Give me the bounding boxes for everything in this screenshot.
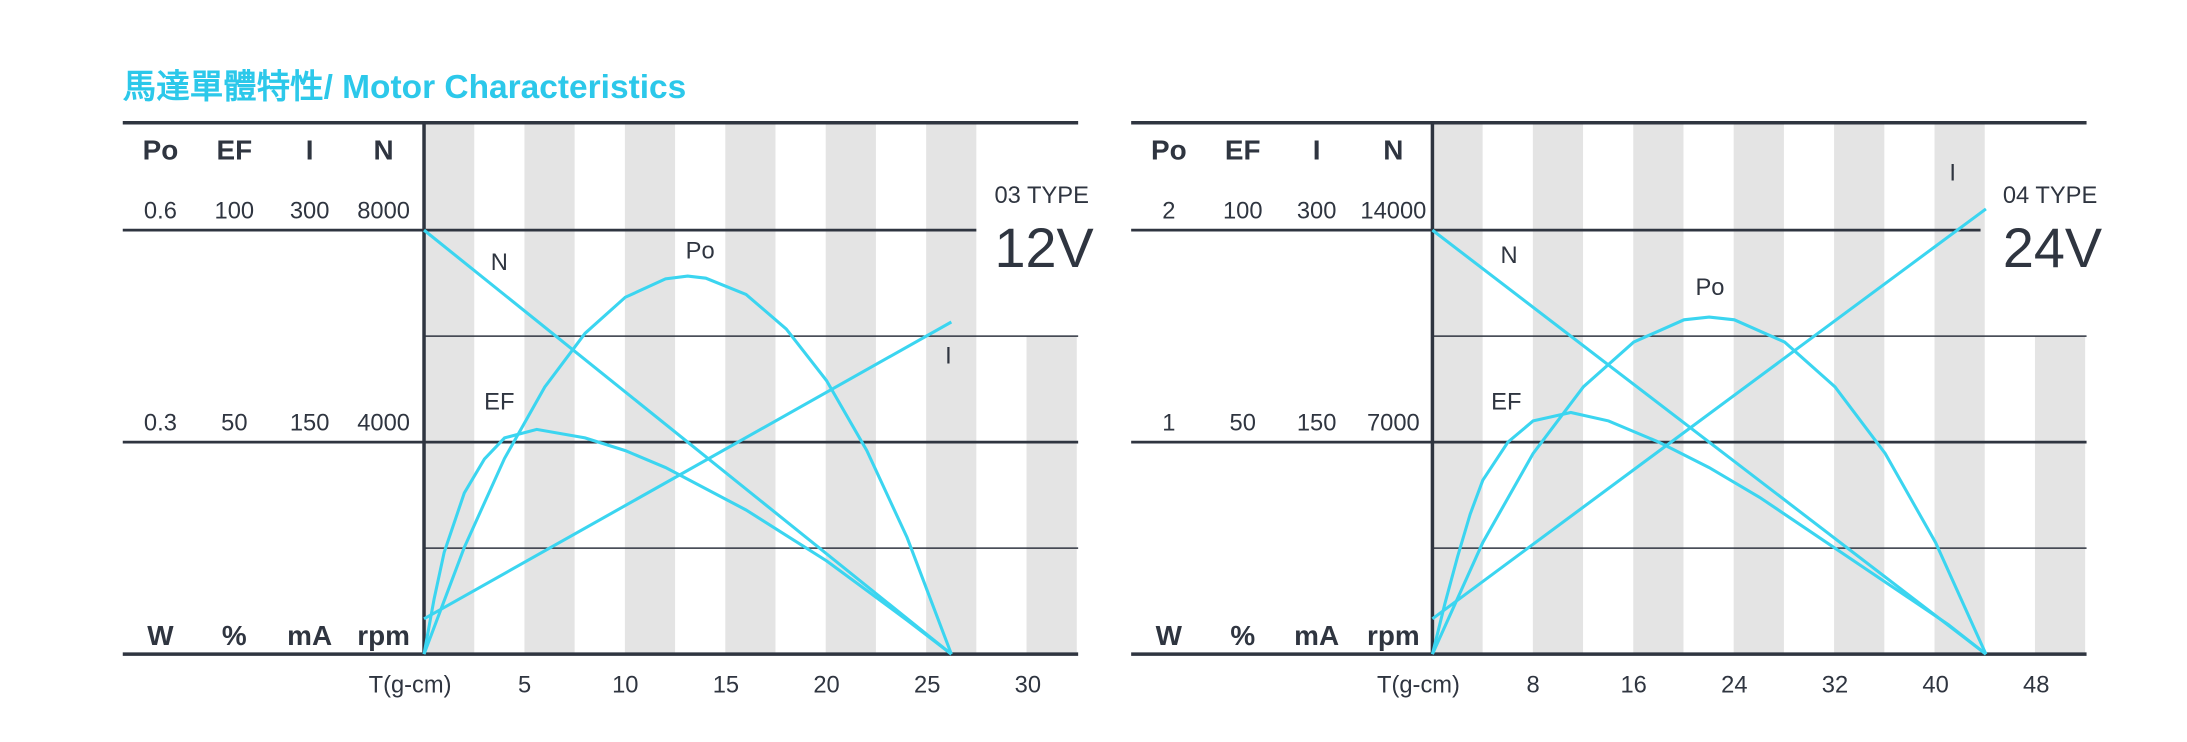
x-tick-label: 8 xyxy=(1526,672,1539,698)
axis-unit: W xyxy=(147,620,174,651)
y-tick-label: 0.3 xyxy=(144,410,177,436)
y-tick-label: 14000 xyxy=(1360,198,1426,224)
page-title: 馬達單體特性/ Motor Characteristics xyxy=(123,69,686,106)
curve-label: I xyxy=(1949,161,1956,187)
curve-label: EF xyxy=(1491,389,1521,415)
axis-header: EF xyxy=(217,134,253,165)
axis-header: I xyxy=(1313,134,1321,165)
y-tick-label: 4000 xyxy=(357,410,410,436)
curve-label: EF xyxy=(484,389,514,415)
y-tick-label: 50 xyxy=(1230,410,1256,436)
y-tick-label: 0.6 xyxy=(144,198,177,224)
x-tick-label: 16 xyxy=(1621,672,1647,698)
curve-label: Po xyxy=(686,239,715,265)
voltage-label: 12V xyxy=(994,217,1093,279)
y-tick-label: 50 xyxy=(221,410,247,436)
axis-header: N xyxy=(374,134,394,165)
x-tick-label: 15 xyxy=(713,672,739,698)
x-tick-label: 5 xyxy=(518,672,531,698)
x-tick-label: 24 xyxy=(1721,672,1747,698)
y-tick-label: 150 xyxy=(290,410,330,436)
stripe xyxy=(725,122,776,655)
axis-unit: W xyxy=(1156,620,1183,651)
x-tick-label: 48 xyxy=(2023,672,2049,698)
axis-unit: mA xyxy=(287,620,332,651)
axis-header: N xyxy=(1383,134,1403,165)
axis-unit: rpm xyxy=(1367,620,1420,651)
curve xyxy=(422,427,953,656)
x-tick-label: 10 xyxy=(612,672,638,698)
stripe xyxy=(1026,336,1077,655)
stripe xyxy=(926,122,977,655)
y-tick-label: 150 xyxy=(1297,410,1337,436)
y-tick-label: 7000 xyxy=(1367,410,1420,436)
y-tick-label: 100 xyxy=(215,198,255,224)
curve xyxy=(1431,228,1987,656)
axis-unit: mA xyxy=(1294,620,1339,651)
voltage-label: 24V xyxy=(2003,217,2102,279)
y-tick-label: 100 xyxy=(1223,198,1263,224)
curve xyxy=(1431,207,1987,621)
curve-label: I xyxy=(945,343,952,369)
stripe xyxy=(1934,122,1985,655)
stripe xyxy=(624,122,676,655)
curve xyxy=(423,228,953,656)
y-tick-label: 2 xyxy=(1162,198,1175,224)
axis-header: I xyxy=(306,134,314,165)
x-axis-label: T(g-cm) xyxy=(369,672,452,698)
x-axis-label: T(g-cm) xyxy=(1377,672,1460,698)
x-tick-label: 40 xyxy=(1922,672,1948,698)
y-tick-label: 8000 xyxy=(357,198,410,224)
curve-label: N xyxy=(491,250,508,276)
stripe xyxy=(1432,122,1483,655)
x-tick-label: 25 xyxy=(914,672,940,698)
stripe xyxy=(1834,122,1885,655)
stripe xyxy=(424,122,475,655)
type-label: 03 TYPE xyxy=(994,183,1088,209)
curve xyxy=(423,320,953,621)
axis-unit: % xyxy=(222,620,247,651)
axis-header: Po xyxy=(1151,134,1187,165)
axis-unit: rpm xyxy=(357,620,410,651)
x-tick-label: 20 xyxy=(813,672,839,698)
axis-unit: % xyxy=(1230,620,1255,651)
x-tick-label: 30 xyxy=(1015,672,1041,698)
y-tick-label: 300 xyxy=(1297,198,1337,224)
stripe xyxy=(524,122,575,655)
curve-label: N xyxy=(1501,243,1518,269)
stripe xyxy=(1532,122,1584,655)
curve-label: Po xyxy=(1695,275,1724,301)
x-tick-label: 32 xyxy=(1822,672,1848,698)
axis-header: EF xyxy=(1225,134,1261,165)
curve xyxy=(1431,315,1988,655)
curve xyxy=(1430,410,1987,656)
axis-header: Po xyxy=(143,134,179,165)
y-tick-label: 300 xyxy=(290,198,330,224)
y-tick-label: 1 xyxy=(1162,410,1175,436)
stripe xyxy=(1633,122,1684,655)
type-label: 04 TYPE xyxy=(2003,183,2097,209)
stripe xyxy=(2034,336,2086,655)
